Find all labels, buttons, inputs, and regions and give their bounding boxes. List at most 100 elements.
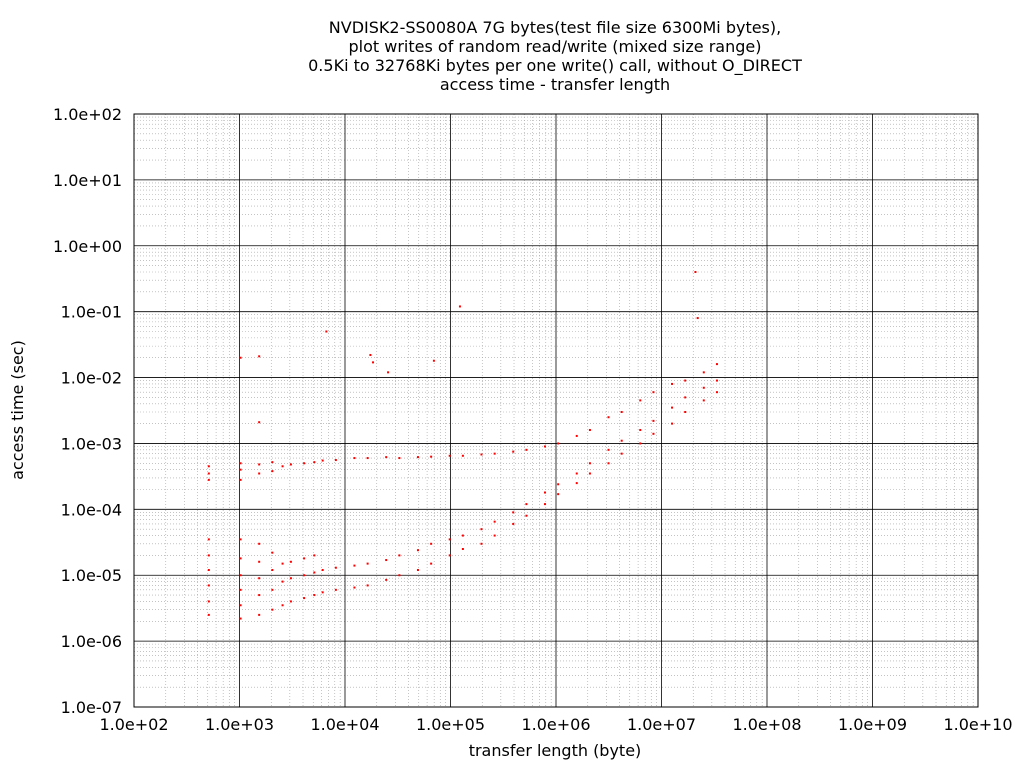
y-tick-label: 1.0e-04 — [61, 500, 122, 519]
data-point — [696, 317, 699, 320]
data-point — [313, 594, 316, 597]
data-point — [620, 439, 623, 442]
data-point — [525, 514, 528, 517]
data-point — [416, 456, 419, 459]
data-point — [588, 472, 591, 475]
data-point — [458, 305, 461, 308]
data-point — [239, 574, 242, 577]
data-point — [334, 459, 337, 462]
plot-frame — [133, 113, 979, 708]
data-point — [557, 483, 560, 486]
data-point — [207, 472, 210, 475]
data-point — [652, 391, 655, 394]
data-point — [430, 562, 433, 565]
data-point — [271, 551, 274, 554]
data-point — [715, 363, 718, 366]
data-point — [207, 569, 210, 572]
data-point — [575, 482, 578, 485]
data-point — [430, 455, 433, 458]
data-point — [239, 478, 242, 481]
data-point — [543, 491, 546, 494]
data-point — [416, 569, 419, 572]
data-point — [639, 428, 642, 431]
data-point — [353, 586, 356, 589]
data-point — [448, 554, 451, 557]
data-point — [493, 520, 496, 523]
data-point — [448, 538, 451, 541]
data-point — [281, 604, 284, 607]
title-line-3: 0.5Ki to 32768Ki bytes per one write() c… — [308, 56, 802, 76]
y-axis-ticks: 1.0e-07 1.0e-06 1.0e-05 1.0e-04 1.0e-03 1.0e-… — [53, 105, 122, 717]
data-point — [325, 330, 328, 333]
data-point — [258, 577, 261, 580]
data-point — [207, 600, 210, 603]
data-point — [525, 503, 528, 506]
data-point — [258, 560, 261, 563]
y-tick-label: 1.0e+00 — [53, 237, 122, 256]
data-point — [366, 584, 369, 587]
data-point — [313, 554, 316, 557]
data-point — [702, 371, 705, 374]
data-point — [258, 594, 261, 597]
data-point — [694, 270, 697, 273]
data-point — [207, 465, 210, 468]
data-point — [493, 452, 496, 455]
data-point — [239, 617, 242, 620]
data-point — [448, 454, 451, 457]
data-point — [398, 574, 401, 577]
data-point — [588, 428, 591, 431]
data-point — [480, 542, 483, 545]
data-point — [239, 538, 242, 541]
data-point — [702, 399, 705, 402]
data-point — [398, 554, 401, 557]
data-point — [207, 584, 210, 587]
data-point — [684, 379, 687, 382]
data-point — [702, 386, 705, 389]
data-point — [671, 382, 674, 385]
data-point — [207, 538, 210, 541]
x-tick-label: 1.0e+09 — [838, 715, 907, 734]
data-point — [353, 457, 356, 460]
y-tick-label: 1.0e-07 — [61, 698, 122, 717]
x-tick-label: 1.0e+10 — [943, 715, 1012, 734]
data-point — [480, 528, 483, 531]
data-point — [684, 396, 687, 399]
data-point — [387, 371, 390, 374]
data-point — [557, 493, 560, 496]
data-point — [239, 462, 242, 465]
x-tick-label: 1.0e+05 — [416, 715, 485, 734]
data-point — [715, 379, 718, 382]
data-point — [543, 503, 546, 506]
data-point — [512, 511, 515, 514]
data-point — [461, 454, 464, 457]
x-tick-label: 1.0e+07 — [627, 715, 696, 734]
y-tick-label: 1.0e-01 — [61, 303, 122, 322]
data-point — [671, 406, 674, 409]
data-point — [271, 608, 274, 611]
data-point — [334, 566, 337, 569]
data-point — [303, 557, 306, 560]
data-point — [313, 461, 316, 464]
x-axis-ticks: 1.0e+02 1.0e+03 1.0e+04 1.0e+05 1.0e+06 1.0e+… — [99, 715, 1012, 734]
data-point — [239, 356, 242, 359]
data-point — [289, 577, 292, 580]
data-point — [207, 613, 210, 616]
title-line-1: NVDISK2-SS0080A 7G bytes(test file size … — [329, 18, 781, 37]
data-point — [207, 554, 210, 557]
data-point — [385, 559, 388, 562]
data-point — [575, 472, 578, 475]
data-point — [588, 462, 591, 465]
data-point — [281, 562, 284, 565]
data-point — [369, 353, 372, 356]
data-point — [366, 562, 369, 565]
data-point — [480, 453, 483, 456]
data-point — [239, 557, 242, 560]
data-point — [652, 432, 655, 435]
chart-title: NVDISK2-SS0080A 7G bytes(test file size … — [308, 18, 802, 94]
data-point — [321, 569, 324, 572]
data-point — [289, 560, 292, 563]
data-point — [353, 564, 356, 567]
data-point — [575, 434, 578, 437]
data-point — [207, 478, 210, 481]
